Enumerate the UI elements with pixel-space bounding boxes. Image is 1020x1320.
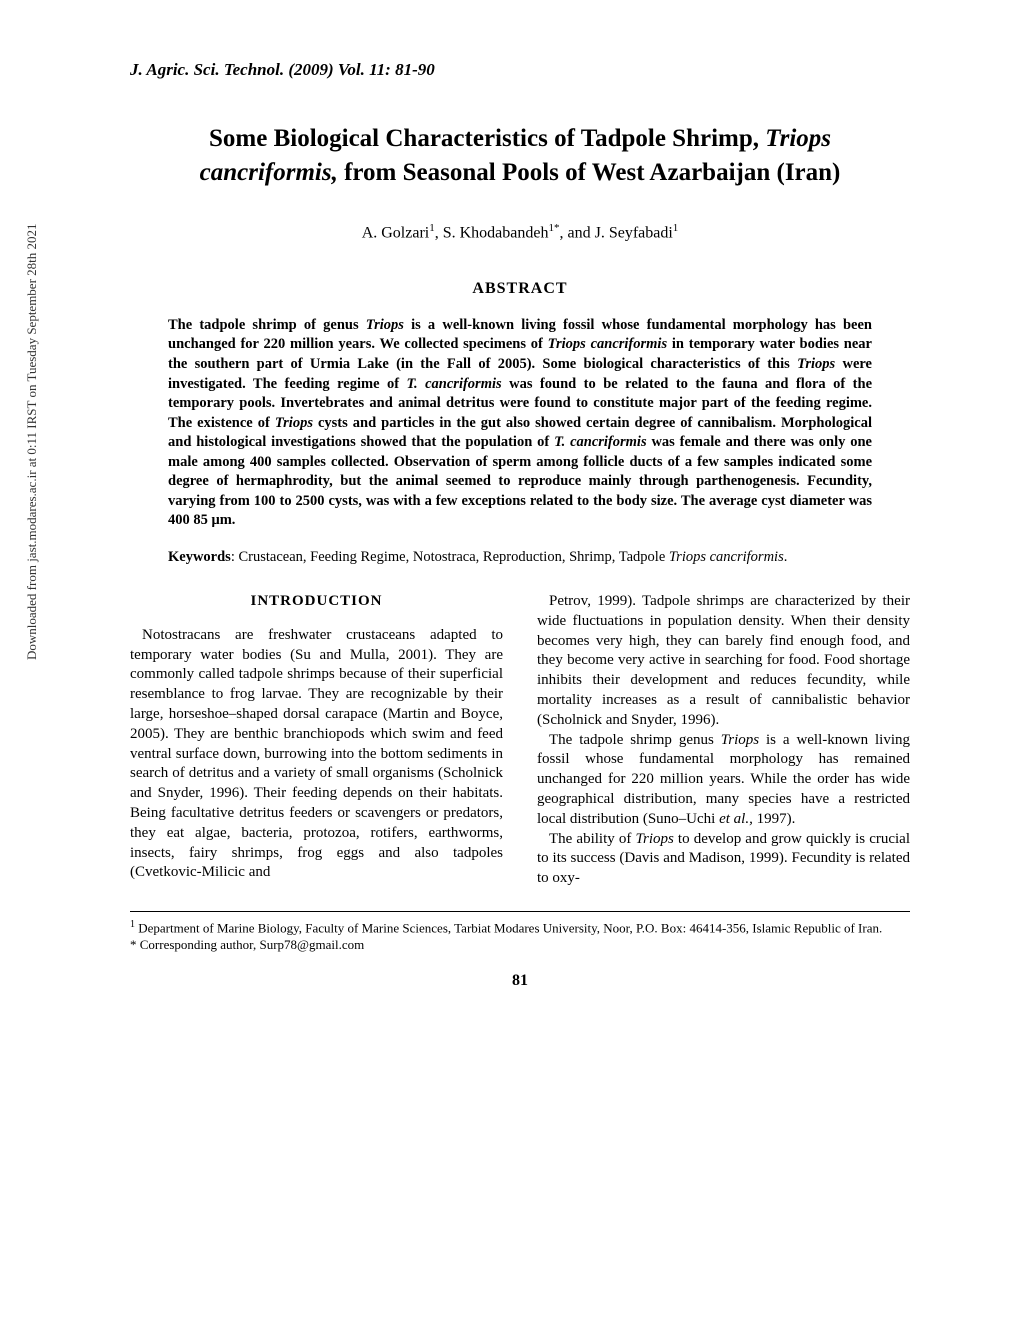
intro-right-p1: Petrov, 1999). Tadpole shrimps are chara… [537, 592, 910, 731]
keywords-species: Triops cancriformis [669, 549, 784, 565]
abstract-species-3: Triops [797, 356, 835, 372]
footnote-1-text: Department of Marine Biology, Faculty of… [138, 920, 882, 935]
author-2: S. Khodabandeh [443, 224, 549, 241]
page-container: J. Agric. Sci. Technol. (2009) Vol. 11: … [0, 0, 1020, 1030]
footnotes: 1 Department of Marine Biology, Faculty … [130, 918, 910, 954]
body-columns: INTRODUCTION Notostracans are freshwater… [130, 592, 910, 889]
abstract-species-1: Triops [366, 317, 404, 333]
left-column: INTRODUCTION Notostracans are freshwater… [130, 592, 503, 889]
footnote-1-marker: 1 [130, 919, 135, 930]
intro-r3-sp: Triops [635, 831, 673, 847]
introduction-heading: INTRODUCTION [130, 592, 503, 612]
abstract-text: The tadpole shrimp of genus [168, 317, 366, 333]
right-column: Petrov, 1999). Tadpole shrimps are chara… [537, 592, 910, 889]
intro-left-paragraph: Notostracans are freshwater crustaceans … [130, 626, 503, 883]
intro-r2-a: The tadpole shrimp genus [549, 732, 721, 748]
intro-r2-c: 1997). [753, 811, 796, 827]
keywords-label: Keywords [168, 549, 231, 565]
footnote-rule [130, 911, 910, 912]
author-3-affil: 1 [673, 222, 679, 234]
intro-r2-sp2: et al., [719, 811, 753, 827]
abstract-species-5: Triops [275, 415, 313, 431]
author-1-affil: 1 [429, 222, 435, 234]
article-title: Some Biological Characteristics of Tadpo… [160, 122, 880, 190]
intro-r3-a: The ability of [549, 831, 635, 847]
abstract-heading: ABSTRACT [130, 280, 910, 298]
title-part-1: Some Biological Characteristics of Tadpo… [209, 125, 765, 152]
abstract-body: The tadpole shrimp of genus Triops is a … [168, 316, 872, 531]
intro-right-p2: The tadpole shrimp genus Triops is a wel… [537, 731, 910, 830]
author-list: A. Golzari1, S. Khodabandeh1*, and J. Se… [130, 222, 910, 242]
keywords-block: Keywords: Crustacean, Feeding Regime, No… [168, 549, 872, 566]
intro-r2-sp1: Triops [721, 732, 759, 748]
abstract-species-6: T. cancriformis [554, 434, 647, 450]
author-2-affil: 1* [548, 222, 559, 234]
journal-citation: J. Agric. Sci. Technol. (2009) Vol. 11: … [130, 60, 910, 80]
abstract-species-2: Triops cancriformis [548, 336, 667, 352]
author-3: J. Seyfabadi [595, 224, 673, 241]
keywords-text: : Crustacean, Feeding Regime, Notostraca… [231, 549, 669, 565]
keywords-tail: . [784, 549, 788, 565]
author-1: A. Golzari [362, 224, 430, 241]
footnote-2: * Corresponding author, Surp78@gmail.com [130, 937, 910, 954]
footnote-1: 1 Department of Marine Biology, Faculty … [130, 918, 910, 937]
abstract-species-4: T. cancriformis [407, 376, 502, 392]
title-part-2: from Seasonal Pools of West Azarbaijan (… [338, 159, 841, 186]
intro-right-p3: The ability of Triops to develop and gro… [537, 830, 910, 889]
page-number: 81 [130, 972, 910, 990]
download-sidebar: Downloaded from jast.modares.ac.ir at 0:… [24, 223, 40, 660]
